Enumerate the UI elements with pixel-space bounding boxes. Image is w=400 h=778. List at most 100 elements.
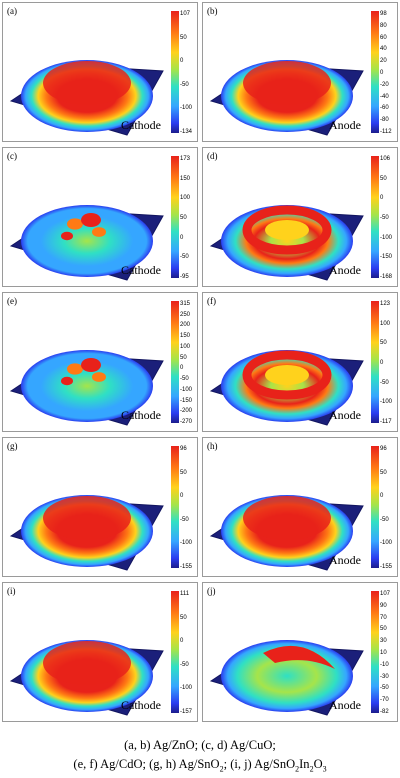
colorbar-tick-label: 70 — [380, 614, 387, 621]
colorbar-tick-label: -134 — [180, 129, 193, 135]
panel-i: (i) Cathode 111 50 0 -50 -100 -157 — [2, 582, 198, 722]
figure-grid: (a) Cathode 107 50 0 -50 -100 -134 (b) Anode 98 80 6… — [2, 2, 398, 722]
colorbar-tick-label: 50 — [180, 215, 187, 221]
panel-label: (j) — [207, 586, 216, 596]
surface-plot — [209, 495, 364, 571]
colorbar — [371, 11, 379, 133]
caption-subscript: 2 — [309, 764, 314, 774]
colorbar-tick-label: -50 — [180, 81, 189, 88]
colorbar-tick-label: 20 — [380, 58, 387, 65]
colorbar-tick-label: 200 — [180, 322, 191, 329]
colorbar-tick-label: 0 — [180, 58, 184, 65]
colorbar-tick-label: -112 — [380, 129, 392, 135]
panel-label: (g) — [7, 441, 18, 451]
colorbar-tick-label: 107 — [380, 591, 391, 597]
caption-subscript: 3 — [322, 764, 327, 774]
colorbar-tick-label: 0 — [180, 234, 184, 241]
colorbar-ticks: 107 90 70 50 30 10 -10 -30 -50 -70 -82 — [379, 591, 395, 715]
colorbar-tick-label: 96 — [380, 446, 387, 452]
colorbar-tick-label: 50 — [380, 469, 387, 476]
colorbar-ticks: 107 50 0 -50 -100 -134 — [179, 11, 195, 135]
colorbar-tick-label: 40 — [380, 46, 387, 53]
colorbar-tick-label: -155 — [380, 564, 393, 570]
colorbar-tick-label: 107 — [180, 11, 191, 17]
colorbar-tick-label: -40 — [380, 93, 389, 100]
colorbar-ticks: 315 250 200 150 100 50 0 -50 -100 -150 -200 -270 — [179, 301, 195, 425]
panel-label: (i) — [7, 586, 16, 596]
colorbar-tick-label: 100 — [180, 195, 191, 202]
caption-line-2-part-3: In — [299, 757, 310, 771]
colorbar-tick-label: 50 — [380, 175, 387, 182]
colorbar — [371, 156, 379, 278]
colorbar-tick-label: 150 — [180, 175, 191, 182]
contact-surface — [21, 350, 153, 422]
crater-center — [265, 365, 309, 385]
panel-label: (h) — [207, 441, 218, 451]
colorbar-tick-label: -50 — [380, 516, 389, 523]
colorbar-tick-label: 0 — [380, 70, 384, 76]
colorbar-tick-label: 150 — [180, 333, 191, 340]
colorbar-tick-label: 50 — [180, 354, 187, 361]
electrode-label: Cathode — [121, 698, 161, 712]
colorbar-ticks: 98 80 60 40 20 0 -20 -40 -60 -80 -112 — [379, 11, 395, 135]
ring-crater — [242, 205, 332, 255]
caption-subscript: 2 — [219, 764, 224, 774]
colorbar-tick-label: -50 — [380, 379, 389, 386]
colorbar-tick-label: -50 — [180, 661, 189, 668]
caption-line-2: (e, f) Ag/CdO; (g, h) Ag/SnO2; (i, j) Ag… — [0, 757, 400, 774]
colorbar-tick-label: -150 — [380, 254, 393, 261]
colorbar-tick-label: 60 — [380, 34, 387, 41]
colorbar — [371, 446, 379, 568]
surface-plot — [9, 640, 164, 716]
colorbar-tick-label: -20 — [380, 81, 389, 88]
colorbar — [171, 11, 179, 133]
colorbar-tick-label: 10 — [380, 650, 387, 656]
colorbar-tick-label: 96 — [180, 446, 187, 452]
colorbar-tick-label: -30 — [380, 673, 389, 680]
panel-a: (a) Cathode 107 50 0 -50 -100 -134 — [2, 2, 198, 142]
colorbar-tick-label: 80 — [380, 22, 387, 29]
electrode-label: Anode — [329, 118, 361, 132]
colorbar-tick-label: -100 — [380, 234, 393, 241]
panel-label: (f) — [207, 296, 216, 306]
caption-line-2-part-1: (e, f) Ag/CdO; (g, h) Ag/SnO — [73, 757, 220, 771]
colorbar-tick-label: 50 — [180, 34, 187, 41]
colorbar-tick-label: -100 — [180, 105, 193, 112]
contact-surface — [21, 205, 153, 277]
colorbar-tick-label: 50 — [180, 614, 187, 621]
colorbar-ticks: 96 50 0 -50 -100 -155 — [379, 446, 395, 570]
crescent-ridge — [263, 645, 335, 669]
colorbar-tick-label: 250 — [180, 311, 191, 318]
colorbar — [171, 301, 179, 423]
erosion-peak — [61, 231, 73, 241]
colorbar-tick-label: -100 — [380, 540, 393, 547]
colorbar-ticks: 111 50 0 -50 -100 -157 — [179, 591, 195, 715]
colorbar-tick-label: 111 — [180, 591, 190, 597]
colorbar-ticks: 96 50 0 -50 -100 -155 — [179, 446, 195, 570]
colorbar-tick-label: -95 — [180, 274, 189, 280]
electrode-label: Anode — [329, 408, 361, 422]
colorbar-tick-label: 50 — [380, 340, 387, 347]
erosion-peak — [92, 227, 106, 237]
caption-subscript: 2 — [295, 764, 300, 774]
erosion-peak — [67, 218, 83, 230]
colorbar-tick-label: -117 — [380, 419, 392, 425]
dome-top — [243, 61, 331, 105]
electrode-label: Anode — [329, 698, 361, 712]
colorbar-tick-label: 0 — [380, 493, 384, 500]
panel-label: (a) — [7, 6, 17, 16]
colorbar-tick-label: -150 — [180, 397, 193, 404]
panel-f: (f) Anode 123 100 50 0 -50 -100 -117 — [202, 292, 398, 432]
colorbar-tick-label: -70 — [380, 697, 389, 704]
crater-center — [265, 220, 309, 240]
panel-j: (j) Anode 107 90 70 50 30 10 -10 -30 -50 -70 -82 — [202, 582, 398, 722]
colorbar-tick-label: -82 — [380, 709, 389, 715]
colorbar-tick-label: -270 — [180, 419, 193, 425]
colorbar-tick-label: -200 — [180, 408, 193, 415]
panel-d: (d) Anode 106 50 0 -50 -100 -150 -168 — [202, 147, 398, 287]
colorbar-tick-label: -50 — [380, 685, 389, 692]
colorbar-tick-label: 315 — [180, 301, 191, 307]
panel-e: (e) Cathode 315 250 200 150 100 50 0 -50 -100 -150 -… — [2, 292, 198, 432]
colorbar-ticks: 173 150 100 50 0 -50 -95 — [179, 156, 195, 280]
dome-top — [243, 496, 331, 540]
